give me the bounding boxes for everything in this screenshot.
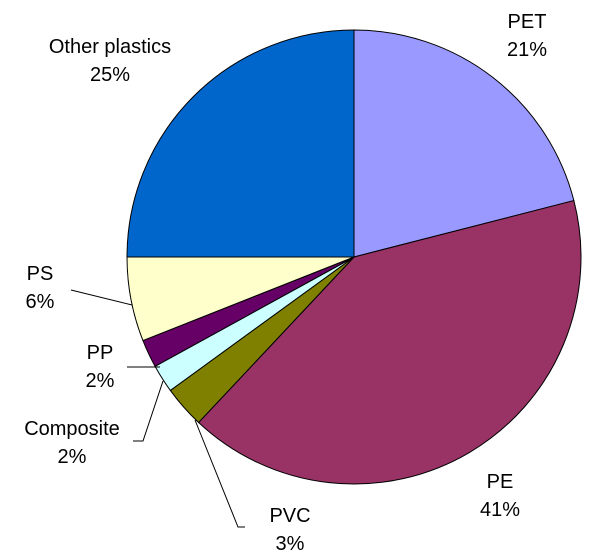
slice-label-pet: PET 21% <box>507 11 547 61</box>
slice-other-plastics <box>126 29 355 258</box>
pie-slices <box>126 29 582 485</box>
slice-value-label: 21% <box>507 39 547 61</box>
slice-value-label: 2% <box>86 370 115 392</box>
slice-label-other-plastics: Other plastics 25% <box>49 36 171 86</box>
slice-label-pe: PE 41% <box>480 471 520 521</box>
slice-name-label: Other plastics <box>49 36 171 58</box>
slice-value-label: 3% <box>276 533 305 553</box>
slice-name-label: Composite <box>24 418 120 440</box>
slice-value-label: 2% <box>58 446 87 468</box>
slice-name-label: PP <box>87 342 114 364</box>
slice-value-label: 41% <box>480 499 520 521</box>
leader-line-ps <box>70 289 133 306</box>
slice-label-pp: PP 2% <box>86 342 115 392</box>
slice-pe <box>197 199 582 485</box>
slice-labels: PET 21% PE 41% PVC 3% Composite 2% PP 2% PS 6% Other… <box>24 11 547 553</box>
slice-label-composite: Composite 2% <box>24 418 120 468</box>
slice-label-ps: PS 6% <box>26 263 55 313</box>
slice-label-pvc: PVC 3% <box>269 505 310 553</box>
slice-value-label: 25% <box>90 64 130 86</box>
slice-name-label: PET <box>508 11 547 33</box>
slice-name-label: PS <box>27 263 54 285</box>
slice-name-label: PVC <box>269 505 310 527</box>
slice-pet <box>353 29 575 258</box>
slice-name-label: PE <box>487 471 514 493</box>
leader-line-pvc <box>194 419 245 528</box>
slice-value-label: 6% <box>26 291 55 313</box>
leader-lines <box>70 289 245 528</box>
leader-line-composite <box>133 380 164 442</box>
